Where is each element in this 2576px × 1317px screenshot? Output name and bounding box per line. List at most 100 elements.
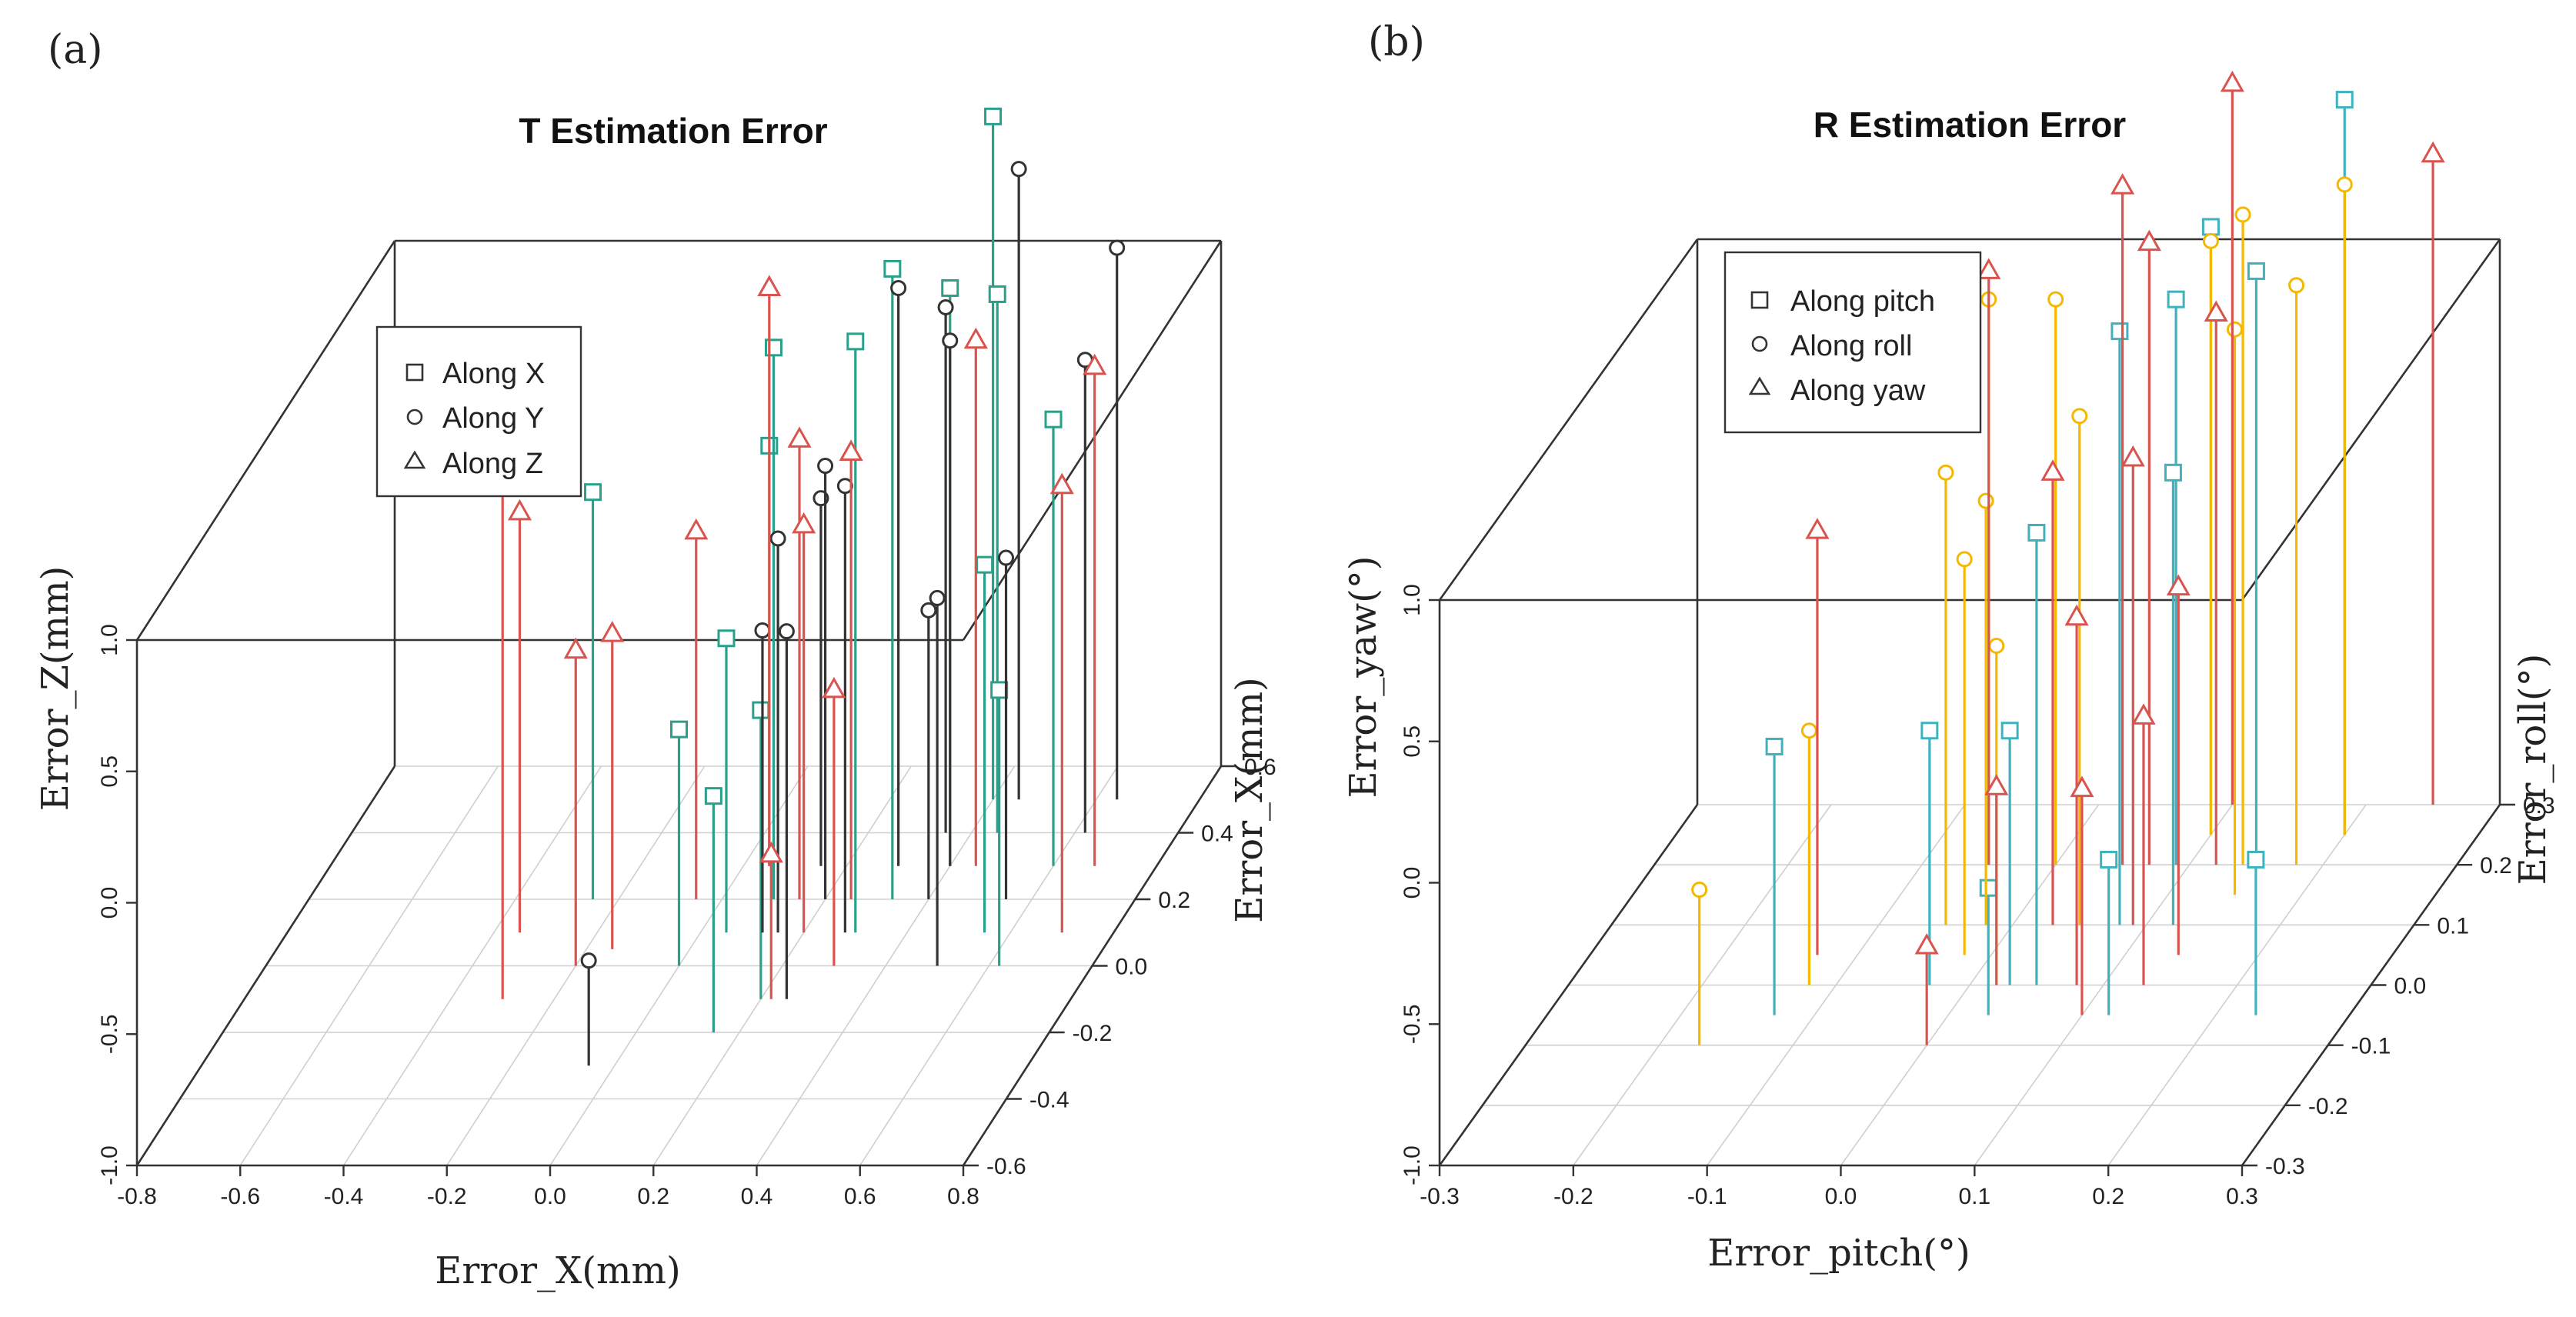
- triangle-marker-icon: [403, 450, 426, 469]
- square-data-point: [2111, 322, 2129, 341]
- circle-data-point: [817, 458, 834, 475]
- panel-b-y-tick-label: -0.3: [2265, 1154, 2305, 1179]
- circle-data-point: [2336, 176, 2353, 193]
- square-data-point: [846, 332, 865, 351]
- square-data-point: [976, 555, 994, 574]
- panel-a-x-tick-label: -0.2: [427, 1184, 467, 1209]
- square-data-point: [984, 107, 1003, 125]
- panel-a-x-tick-label: 0.2: [637, 1184, 669, 1209]
- square-data-point: [2164, 463, 2182, 482]
- square-data-point: [2247, 262, 2265, 280]
- triangle-data-point: [2040, 459, 2065, 481]
- panel-b-z-tick-label: 0.0: [1400, 867, 1425, 899]
- panel-b-z-tick-label: 1.0: [1400, 584, 1425, 616]
- square-data-point: [1979, 879, 1997, 897]
- panel-a-z-tick-label: 0.5: [97, 755, 122, 788]
- panel-b-x-tick-label: -0.3: [1420, 1184, 1460, 1209]
- triangle-data-point: [1805, 518, 1830, 539]
- circle-data-point: [1988, 638, 2005, 654]
- circle-data-point: [1800, 722, 1817, 739]
- panel-a-y-tick-label: 0.2: [1158, 888, 1190, 913]
- panel-b-z-axis-label: Error_yaw(°): [1342, 555, 1385, 798]
- panel-a-x-tick-label: 0.8: [947, 1184, 979, 1209]
- panel-a-y-tick-label: -0.2: [1073, 1021, 1113, 1046]
- circle-data-point: [1691, 882, 1708, 899]
- circle-data-point: [778, 623, 795, 640]
- panel-b-legend-box: [1723, 251, 1982, 434]
- triangle-data-point: [2064, 604, 2089, 626]
- triangle-data-point: [963, 327, 988, 349]
- panel-a-legend: Along X Along Y Along Z: [375, 325, 582, 498]
- triangle-data-point: [757, 275, 782, 296]
- panel-a-data-points: [490, 107, 1126, 1066]
- panel-b-title: R Estimation Error: [1814, 105, 2127, 145]
- panel-a-y-tick-label: 0.0: [1116, 955, 1148, 980]
- panel-b-y-ticks: -0.3 -0.2 -0.1 0.0 0.1 0.2 0.3: [2265, 793, 2555, 1179]
- circle-data-point: [890, 279, 907, 296]
- circle-data-point: [2202, 232, 2219, 249]
- triangle-data-point: [839, 439, 863, 461]
- panel-b-x-axis-label: Error_pitch(°): [1707, 1232, 1970, 1275]
- panel-b-z-tick-label: -0.5: [1400, 1004, 1425, 1044]
- box-edge: [1438, 804, 1699, 1166]
- panel-b-legend: Along pitch Along roll Along yaw: [1723, 251, 1982, 434]
- square-marker-icon: [405, 363, 424, 382]
- panel-b-y-tick-label: 0.3: [2523, 793, 2555, 819]
- square-data-point: [717, 629, 736, 648]
- square-data-point: [704, 787, 722, 805]
- panel-a-y-tick-label: 0.4: [1201, 822, 1233, 847]
- square-marker-icon: [1750, 291, 1769, 309]
- panel-b-y-tick-label: -0.2: [2308, 1094, 2348, 1119]
- circle-data-point: [1010, 161, 1027, 178]
- panel-b-x-tick-label: -0.2: [1553, 1184, 1593, 1209]
- triangle-data-point: [2166, 574, 2191, 596]
- panel-b-y-tick-label: 0.2: [2480, 853, 2512, 879]
- panel-a-bounding-box: [126, 239, 1236, 1176]
- panel-b-x-ticks: -0.3 -0.2 -0.1 0.0 0.1 0.2 0.3: [1420, 1184, 2258, 1209]
- triangle-data-point: [1984, 774, 2009, 795]
- panel-b-x-tick-label: 0.2: [2092, 1184, 2124, 1209]
- square-data-point: [2201, 218, 2220, 236]
- triangle-data-point: [1977, 258, 2001, 279]
- square-data-point: [2335, 91, 2354, 109]
- panel-a-legend-item: Along X: [442, 358, 545, 390]
- square-data-point: [2000, 722, 2019, 740]
- square-data-point: [2027, 524, 2046, 542]
- panel-b-y-tick-label: 0.0: [2394, 974, 2427, 999]
- panel-a-legend-item: Along Y: [442, 402, 544, 435]
- panel-a-y-tick-label: -0.4: [1029, 1088, 1069, 1113]
- panel-a-y-tick-label: 0.6: [1244, 755, 1276, 780]
- panel-a-x-tick-label: 0.0: [534, 1184, 566, 1209]
- circle-data-point: [942, 332, 959, 349]
- circle-data-point: [929, 589, 946, 606]
- circle-data-point: [920, 602, 937, 618]
- circle-data-point: [2227, 321, 2243, 338]
- triangle-data-point: [2121, 445, 2145, 467]
- circle-data-point: [2071, 408, 2088, 425]
- box-edge: [1438, 238, 1699, 601]
- panel-b-y-axis-label: Error_roll(°): [2511, 654, 2554, 885]
- triangle-data-point: [1049, 472, 1074, 495]
- panel-b-z-ticks: -1.0 -0.5 0.0 0.5 1.0: [1400, 584, 1425, 1185]
- triangle-marker-icon: [1748, 376, 1771, 395]
- square-data-point: [1920, 722, 1939, 740]
- triangle-data-point: [600, 621, 625, 642]
- panel-a-x-tick-label: -0.8: [117, 1184, 157, 1209]
- triangle-data-point: [1914, 932, 1939, 955]
- triangle-data-point: [2111, 173, 2135, 195]
- circle-data-point: [2234, 206, 2251, 223]
- panel-a-z-tick-label: -0.5: [97, 1014, 122, 1054]
- panel-b-legend-item: Along pitch: [1790, 285, 1935, 318]
- panel-b-y-tick-label: 0.1: [2437, 913, 2469, 939]
- triangle-data-point: [507, 498, 532, 521]
- circle-data-point: [937, 299, 954, 315]
- circle-data-point: [2047, 291, 2064, 308]
- circle-data-point: [998, 549, 1015, 566]
- triangle-data-point: [759, 841, 783, 863]
- circle-data-point: [2288, 277, 2305, 294]
- square-data-point: [883, 259, 902, 278]
- circle-data-point: [1937, 464, 1954, 481]
- circle-marker-icon: [406, 408, 423, 425]
- panel-b-data-points: [1691, 70, 2445, 1045]
- panel-b-legend-item: Along roll: [1790, 330, 1912, 362]
